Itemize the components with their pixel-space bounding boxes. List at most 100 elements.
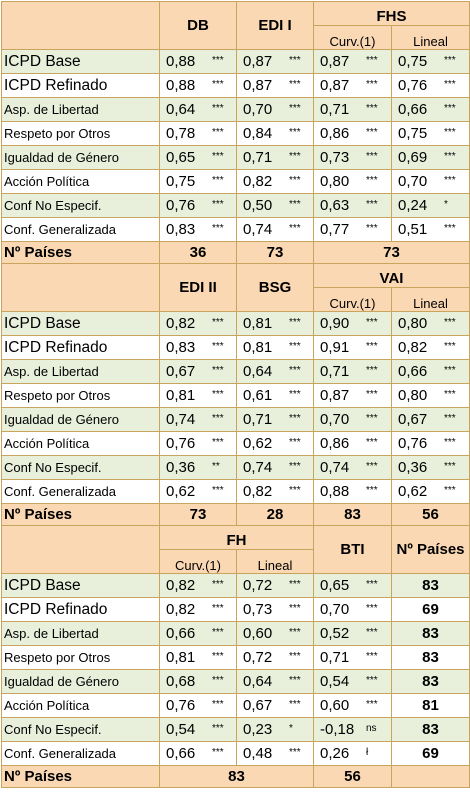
coefficient-value: 0,90	[320, 315, 350, 332]
significance-marker: ***	[212, 389, 224, 400]
coefficient-value: 0,77	[320, 221, 350, 238]
significance-marker: ***	[289, 341, 301, 352]
value-cell: 0,65 ***	[313, 573, 392, 598]
coefficient-value: 0,69	[398, 149, 428, 166]
value-cell: 0,80 ***	[391, 311, 470, 336]
coefficient-value: 0,84	[243, 125, 273, 142]
coefficient-value: 0,74	[320, 459, 350, 476]
coefficient-value: 0,62	[243, 435, 273, 452]
value-cell: 0,82 ***	[159, 311, 237, 336]
significance-marker: ***	[212, 437, 224, 448]
sub-column-header: Curv.(1)	[313, 25, 392, 50]
coefficient-value: 0,76	[166, 697, 196, 714]
significance-marker: ***	[366, 389, 378, 400]
coefficient-value: 0,66	[166, 745, 196, 762]
value-cell: 0,76 ***	[391, 73, 470, 98]
row-label: ICPD Base	[1, 573, 160, 598]
value-cell: 0,76 ***	[159, 693, 237, 718]
footer-count: 56	[391, 503, 470, 526]
value-cell: 0,75 ***	[391, 121, 470, 146]
coefficient-value: 0,87	[320, 53, 350, 70]
row-label: Conf No Especif.	[1, 717, 160, 742]
value-cell: 0,77 ***	[313, 217, 392, 242]
value-cell: 0,87 ***	[236, 73, 314, 98]
significance-marker: ***	[289, 55, 301, 66]
value-cell: 0,26 ł	[313, 741, 392, 766]
significance-marker: ***	[289, 485, 301, 496]
value-cell: 0,87 ***	[313, 73, 392, 98]
value-cell: 0,76 ***	[391, 431, 470, 456]
significance-marker: ***	[212, 485, 224, 496]
significance-marker: ***	[289, 223, 301, 234]
significance-marker: ***	[289, 651, 301, 662]
value-cell: 0,60 ***	[313, 693, 392, 718]
significance-marker: *	[289, 723, 293, 734]
coefficient-value: 0,24	[398, 197, 428, 214]
significance-marker: ***	[444, 389, 456, 400]
table-row: Acción Política 0,76 *** 0,62 *** 0,86 *** 0,76…	[1, 431, 470, 456]
significance-marker: ***	[366, 461, 378, 472]
coefficient-value: 0,88	[166, 77, 196, 94]
coefficient-value: 0,65	[320, 577, 350, 594]
significance-marker: ***	[212, 55, 224, 66]
table-row: Conf No Especif. 0,54 *** 0,23 * -0,18 ns 83	[1, 717, 470, 742]
value-cell: 0,86 ***	[313, 121, 392, 146]
significance-marker: ***	[289, 437, 301, 448]
value-cell: 0,74 ***	[236, 217, 314, 242]
value-cell: 0,70 ***	[313, 597, 392, 622]
value-cell: 0,81 ***	[236, 311, 314, 336]
significance-marker: ***	[212, 151, 224, 162]
significance-marker: ***	[289, 79, 301, 90]
value-cell: 0,75 ***	[391, 49, 470, 74]
value-cell: 0,71 ***	[313, 645, 392, 670]
footer-count: 73	[313, 241, 470, 264]
significance-marker: ***	[212, 747, 224, 758]
footer-count: 73	[236, 241, 314, 264]
significance-marker: ***	[212, 603, 224, 614]
value-cell: 0,78 ***	[159, 121, 237, 146]
row-label: ICPD Refinado	[1, 597, 160, 622]
footer-empty-cell	[391, 765, 470, 788]
significance-marker: ***	[444, 103, 456, 114]
value-cell: 0,88 ***	[159, 49, 237, 74]
coefficient-value: -0,18	[320, 721, 355, 738]
value-cell: 0,61 ***	[236, 383, 314, 408]
coefficient-value: 0,68	[166, 673, 196, 690]
coefficient-value: 0,71	[320, 101, 350, 118]
coefficient-value: 0,62	[166, 483, 196, 500]
significance-marker: ***	[444, 485, 456, 496]
value-cell: 0,71 ***	[313, 359, 392, 384]
value-cell: 0,75 ***	[159, 169, 237, 194]
sub-column-header: Curv.(1)	[313, 287, 392, 312]
significance-marker: ***	[366, 651, 378, 662]
coefficient-value: 0,82	[166, 315, 196, 332]
coefficient-value: 0,72	[243, 577, 273, 594]
value-cell: 0,64 ***	[236, 669, 314, 694]
value-cell: 0,81 ***	[159, 645, 237, 670]
coefficient-value: 0,71	[243, 149, 273, 166]
footer-count: 36	[159, 241, 237, 264]
coefficient-value: 0,66	[398, 363, 428, 380]
value-cell: 0,72 ***	[236, 573, 314, 598]
significance-marker: ***	[444, 55, 456, 66]
table-row: Conf No Especif. 0,76 *** 0,50 *** 0,63 *** 0,2…	[1, 193, 470, 218]
significance-marker: ***	[366, 151, 378, 162]
row-label: ICPD Base	[1, 49, 160, 74]
table-row: ICPD Base 0,82 *** 0,81 *** 0,90 *** 0,80 ***	[1, 311, 470, 336]
significance-marker: ***	[289, 413, 301, 424]
country-count-cell: 81	[391, 693, 470, 718]
value-cell: 0,76 ***	[159, 431, 237, 456]
column-header: BTI	[313, 525, 392, 574]
significance-marker: ***	[289, 699, 301, 710]
coefficient-value: 0,83	[166, 339, 196, 356]
footer-count: 28	[236, 503, 314, 526]
header-blank-cell	[1, 263, 160, 312]
significance-marker: ***	[366, 223, 378, 234]
significance-marker: ***	[289, 747, 301, 758]
row-label: Asp. de Libertad	[1, 359, 160, 384]
coefficient-value: 0,81	[166, 649, 196, 666]
significance-marker: ***	[289, 151, 301, 162]
value-cell: 0,66 ***	[159, 741, 237, 766]
coefficient-value: 0,78	[166, 125, 196, 142]
